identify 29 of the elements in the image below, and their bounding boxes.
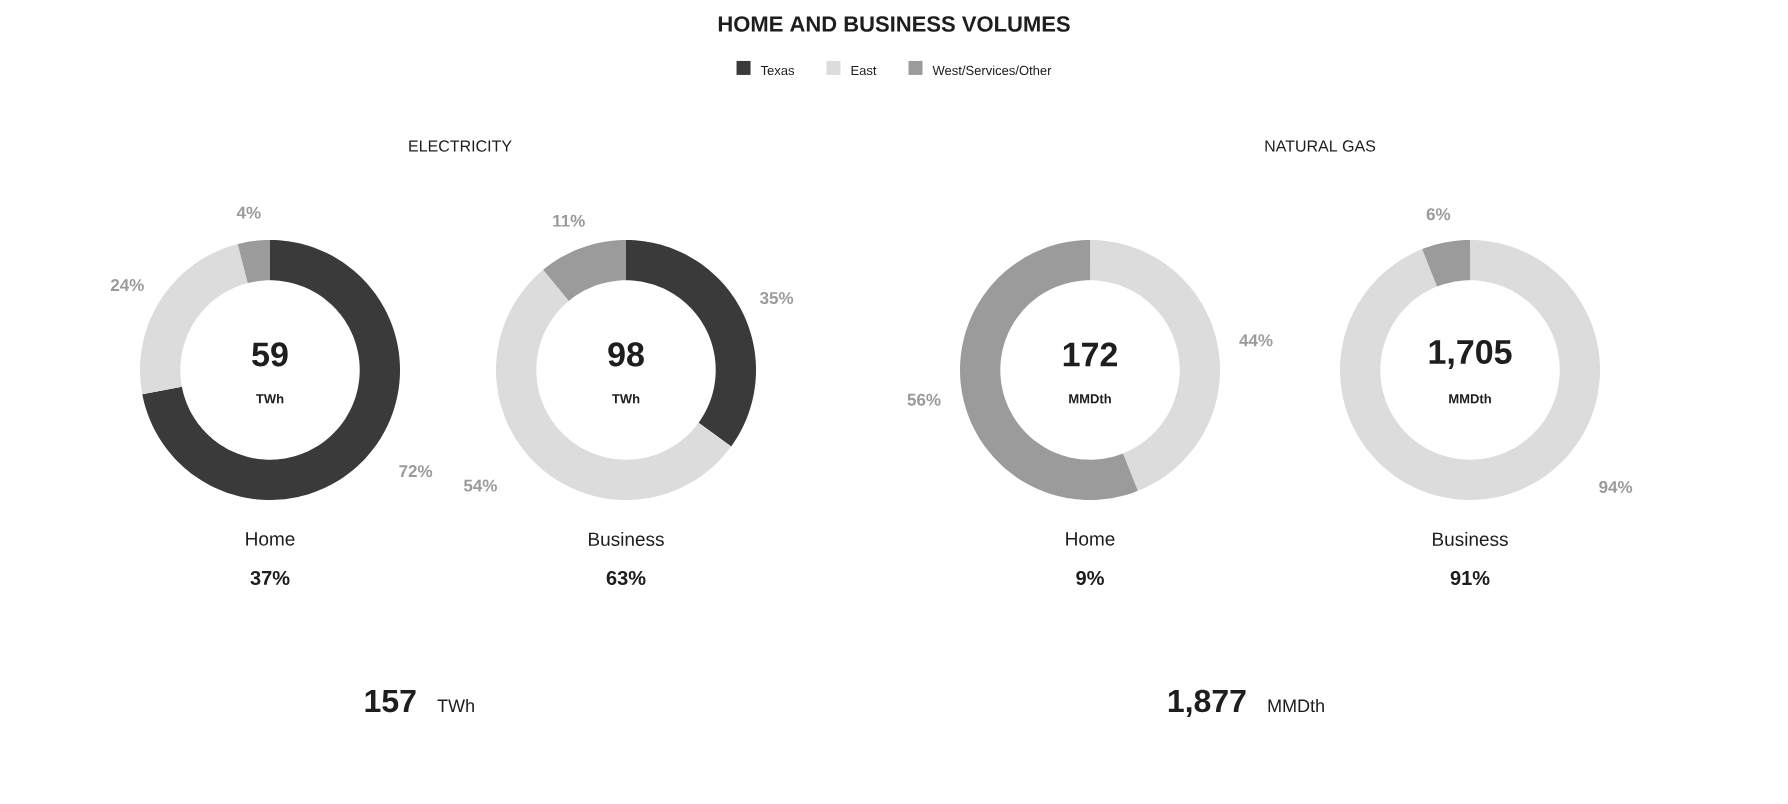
text: 172 (1063, 342, 1117, 367)
text: 91% (1450, 570, 1490, 586)
data-label: 11% (553, 214, 585, 227)
text: Home (1066, 532, 1115, 546)
data-label: 54% (463, 479, 497, 492)
data-label: 44% (1239, 334, 1273, 347)
data-label: 6% (1426, 208, 1451, 221)
text: ELECTRICITY (409, 140, 512, 152)
text: 59 (252, 342, 288, 367)
text: 37% (250, 570, 290, 586)
text: 157 (365, 689, 416, 713)
text: 63% (606, 570, 646, 586)
text: Home (246, 532, 295, 546)
data-label: 94% (1599, 480, 1633, 494)
text: 9% (1076, 570, 1104, 586)
data-label: 56% (907, 393, 941, 406)
text: 98 (608, 342, 644, 367)
text: Business (589, 532, 664, 546)
data-label: 72% (399, 465, 433, 478)
text: TWh (437, 698, 474, 712)
data-label: 35% (759, 291, 794, 305)
text: MMDth (1268, 698, 1324, 713)
data-label: 4% (236, 206, 261, 219)
text: 1,705 (1429, 339, 1512, 369)
text: HOME AND BUSINESS VOLUMES (718, 16, 1070, 32)
text: Business (1433, 532, 1508, 546)
text: NATURAL GAS (1265, 140, 1376, 152)
data-label: 24% (110, 279, 144, 292)
text: 1,877 (1168, 689, 1246, 717)
